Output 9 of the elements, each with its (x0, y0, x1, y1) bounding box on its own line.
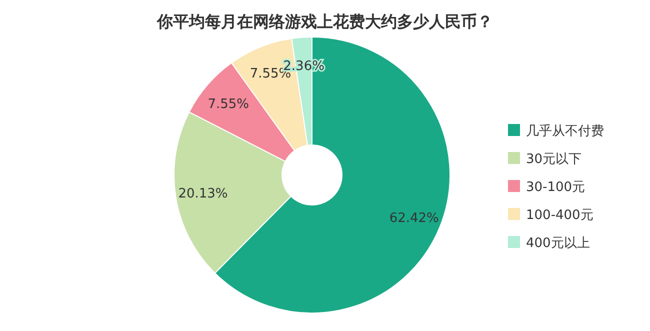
chart-title: 你平均每月在网络游戏上花费大约多少人民币？ (156, 12, 493, 31)
legend-label: 30元以下 (526, 152, 582, 167)
legend-label: 400元以上 (526, 236, 590, 251)
legend-label: 100-400元 (526, 208, 594, 223)
data-label: 7.55% (208, 96, 250, 112)
legend-label: 几乎从不付费 (526, 124, 604, 139)
data-label: 20.13% (178, 186, 228, 202)
legend-label: 30-100元 (526, 180, 586, 195)
data-label: 62.42% (389, 210, 439, 226)
